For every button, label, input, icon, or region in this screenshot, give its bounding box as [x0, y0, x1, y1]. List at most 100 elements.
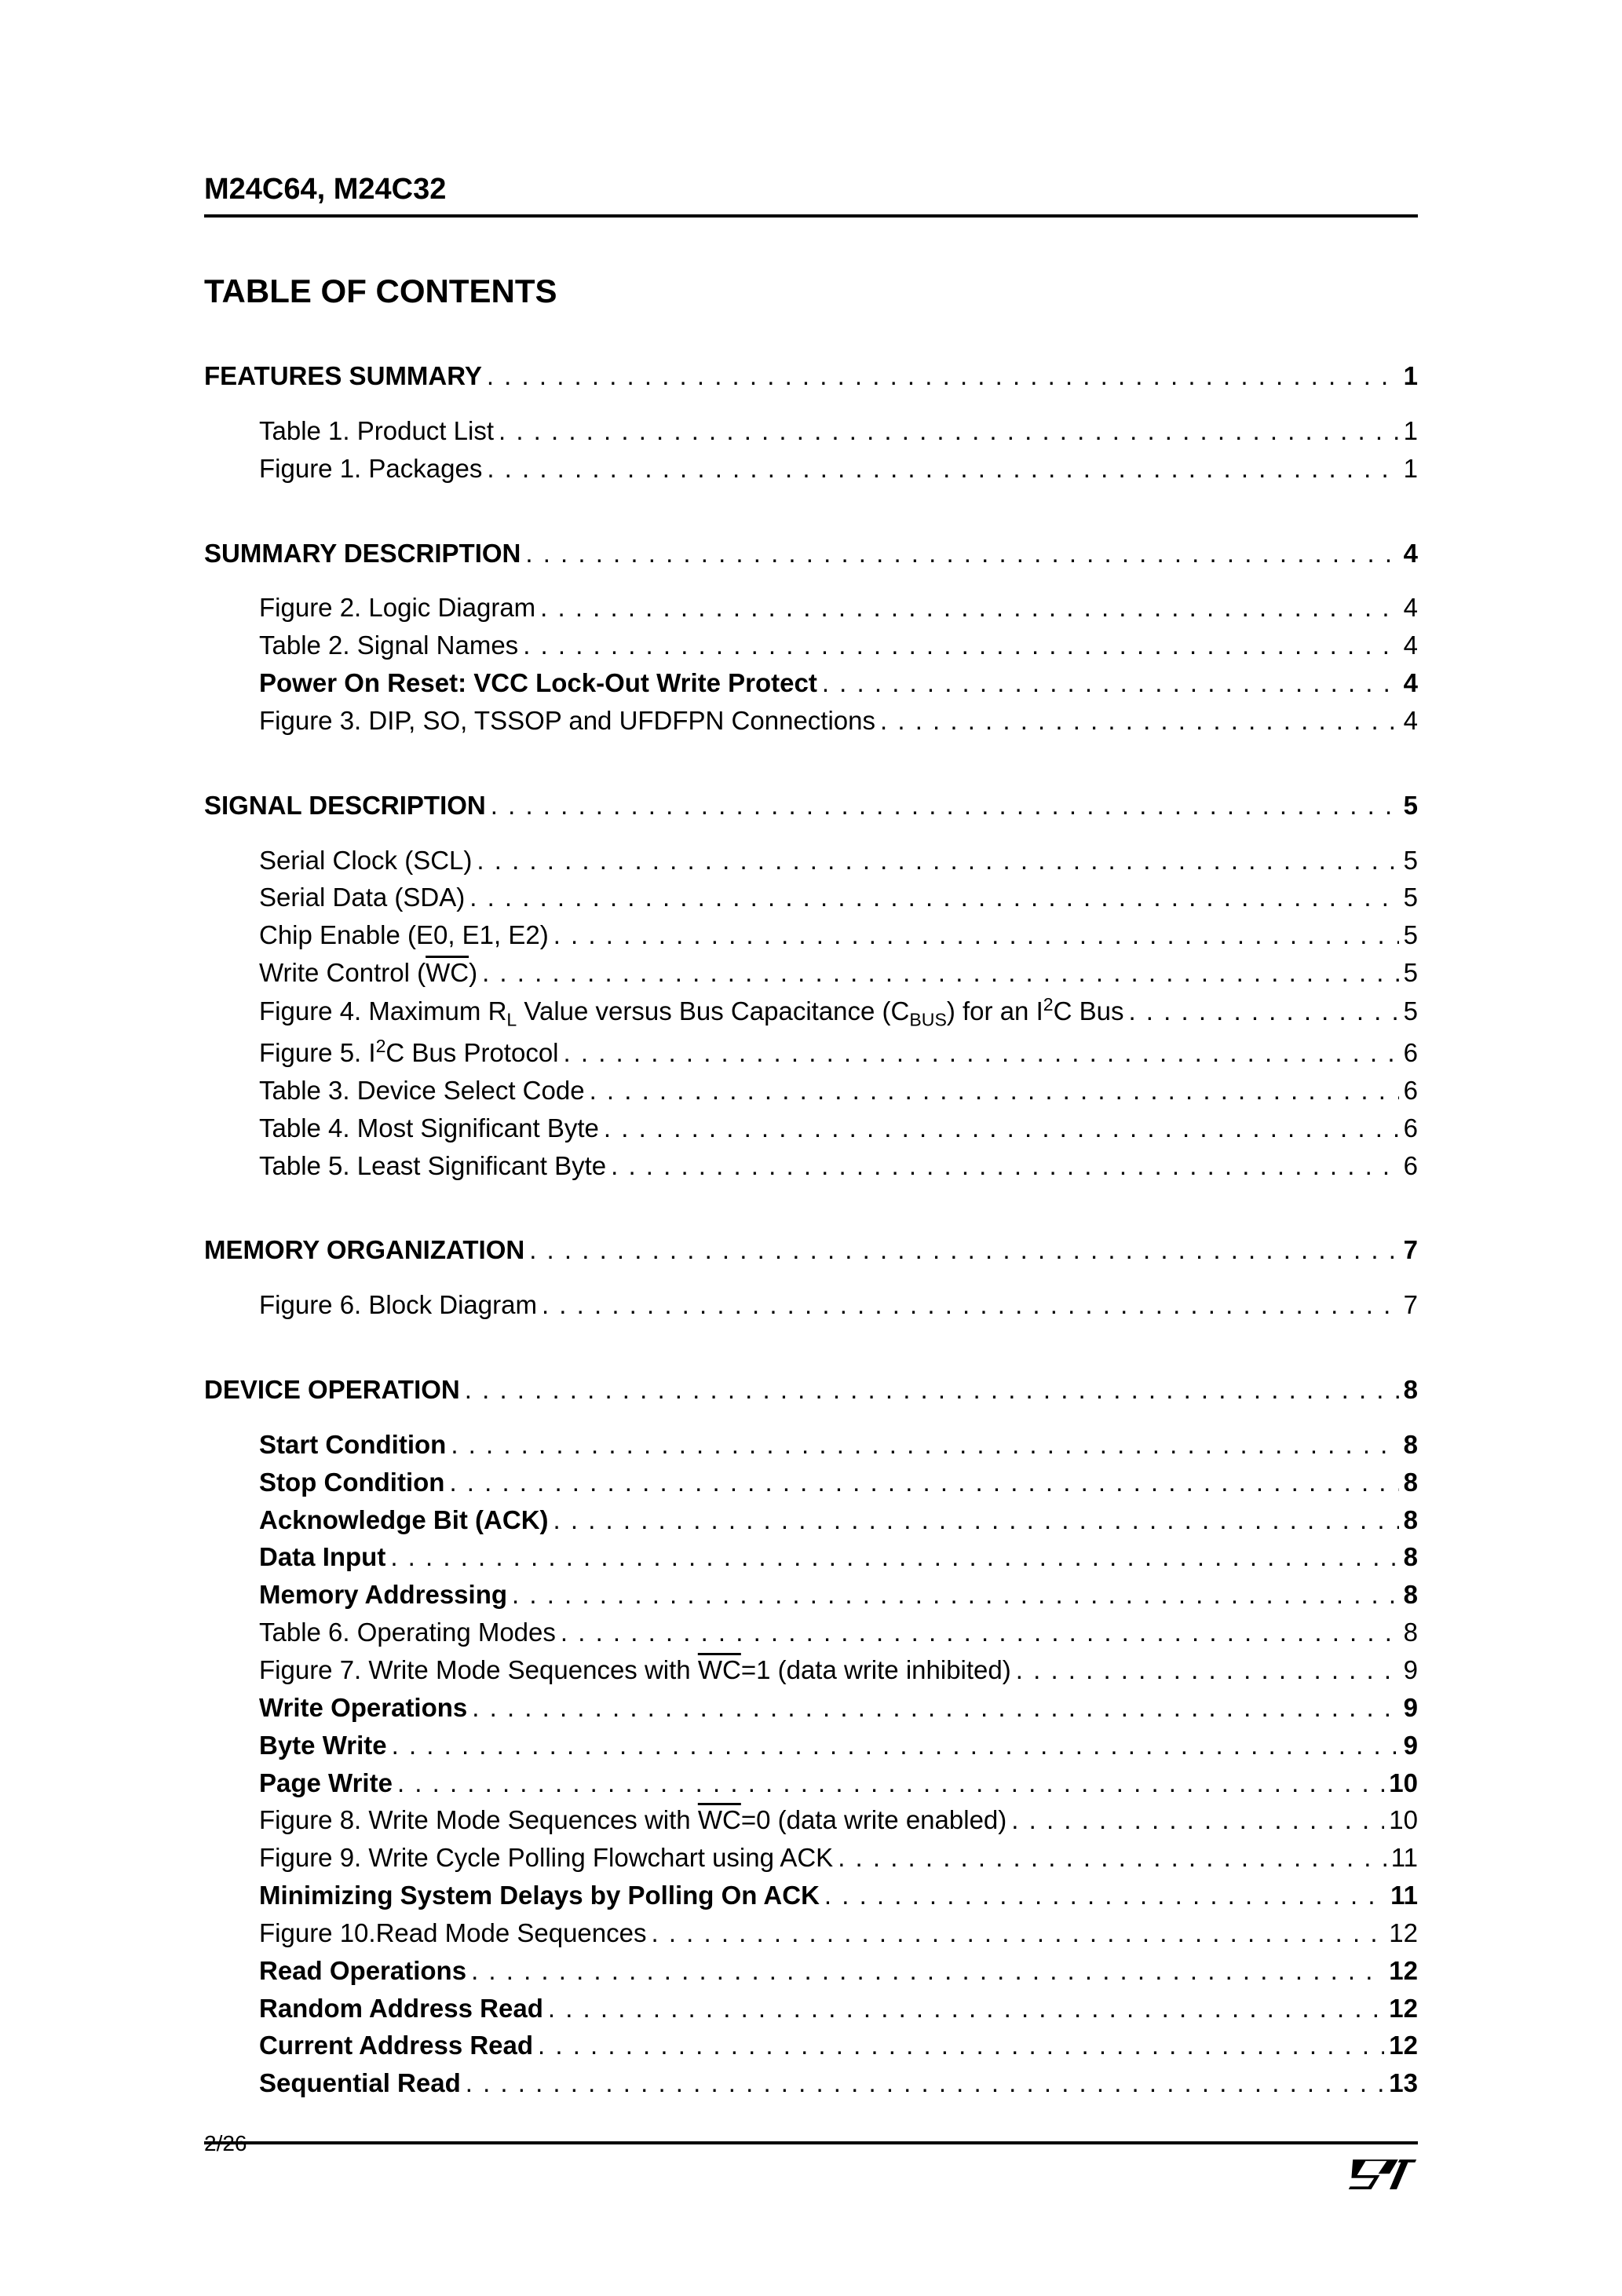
- toc-page: 6: [1404, 1072, 1418, 1110]
- toc-page: 1: [1404, 357, 1418, 395]
- toc-entry: Table 5. Least Significant Byte6: [259, 1147, 1418, 1185]
- toc-dots: [491, 787, 1399, 824]
- toc-label: Table 3. Device Select Code: [259, 1072, 585, 1110]
- toc-dots: [499, 412, 1399, 450]
- toc-label: DEVICE OPERATION: [204, 1371, 460, 1409]
- toc-dots: [822, 664, 1399, 702]
- toc-label: Table 5. Least Significant Byte: [259, 1147, 606, 1185]
- toc-dots: [487, 450, 1398, 488]
- toc-dots: [487, 357, 1399, 395]
- toc-page: 11: [1391, 1839, 1418, 1877]
- toc-dots: [465, 1371, 1399, 1409]
- toc-page: 7: [1404, 1231, 1418, 1269]
- toc-dots: [471, 1952, 1384, 1990]
- toc-label: Table 2. Signal Names: [259, 627, 518, 664]
- toc-page: 4: [1404, 627, 1418, 664]
- toc-label: Chip Enable (E0, E1, E2): [259, 916, 549, 954]
- toc-entry: Figure 1. Packages 1: [259, 450, 1418, 488]
- toc-entry: Figure 3. DIP, SO, TSSOP and UFDFPN Conn…: [259, 702, 1418, 740]
- toc-page: 5: [1404, 993, 1418, 1030]
- toc-page: 4: [1404, 535, 1418, 572]
- toc-page: 5: [1404, 916, 1418, 954]
- toc-dots: [449, 1464, 1398, 1501]
- toc-entry: Stop Condition8: [259, 1464, 1418, 1501]
- toc-dots: [523, 627, 1398, 664]
- toc-page: 1: [1404, 450, 1418, 488]
- toc-entry: Figure 8. Write Mode Sequences with WC=0…: [259, 1801, 1418, 1839]
- toc-label: Figure 2. Logic Diagram: [259, 589, 535, 627]
- toc-entry: Acknowledge Bit (ACK) 8: [259, 1501, 1418, 1539]
- toc-label: Start Condition: [259, 1426, 446, 1464]
- toc-entry: Chip Enable (E0, E1, E2) 5: [259, 916, 1418, 954]
- toc-heading: SUMMARY DESCRIPTION4: [204, 535, 1418, 572]
- toc-label: Sequential Read: [259, 2064, 461, 2102]
- toc-entry: Table 1. Product List1: [259, 412, 1418, 450]
- toc-section: SIGNAL DESCRIPTION5Serial Clock (SCL)5Se…: [204, 787, 1418, 1185]
- toc-dots: [590, 1072, 1399, 1110]
- toc-label: Figure 4. Maximum RL Value versus Bus Ca…: [259, 992, 1123, 1033]
- toc-label: MEMORY ORGANIZATION: [204, 1231, 524, 1269]
- toc-page: 8: [1404, 1614, 1418, 1651]
- toc-page: 10: [1389, 1764, 1418, 1802]
- toc-dots: [604, 1110, 1399, 1147]
- toc-entry: Power On Reset: VCC Lock-Out Write Prote…: [259, 664, 1418, 702]
- toc-label: Serial Clock (SCL): [259, 842, 472, 879]
- toc-dots: [525, 535, 1398, 572]
- toc-container: FEATURES SUMMARY1Table 1. Product List1F…: [204, 357, 1418, 2102]
- toc-label: Write Operations: [259, 1689, 467, 1727]
- toc-entry: Figure 4. Maximum RL Value versus Bus Ca…: [259, 992, 1418, 1033]
- toc-entry: Table 2. Signal Names 4: [259, 627, 1418, 664]
- toc-entry: Figure 5. I2C Bus Protocol6: [259, 1033, 1418, 1072]
- toc-label: Page Write: [259, 1764, 393, 1802]
- toc-entry: Serial Data (SDA)5: [259, 879, 1418, 916]
- toc-label: Byte Write: [259, 1727, 387, 1764]
- toc-heading: MEMORY ORGANIZATION 7: [204, 1231, 1418, 1269]
- toc-dots: [548, 1990, 1384, 2027]
- toc-page: 12: [1389, 1990, 1418, 2027]
- toc-dots: [466, 2064, 1385, 2102]
- toc-dots: [553, 916, 1399, 954]
- toc-label: Figure 1. Packages: [259, 450, 482, 488]
- toc-page: 8: [1404, 1576, 1418, 1614]
- toc-page: 8: [1404, 1501, 1418, 1539]
- toc-entry: Byte Write9: [259, 1727, 1418, 1764]
- toc-entry: Figure 10.Read Mode Sequences12: [259, 1914, 1418, 1952]
- toc-label: Acknowledge Bit (ACK): [259, 1501, 549, 1539]
- toc-entry: Table 6. Operating Modes 8: [259, 1614, 1418, 1651]
- toc-entry: Data Input8: [259, 1538, 1418, 1576]
- toc-label: Random Address Read: [259, 1990, 543, 2027]
- toc-page: 8: [1404, 1538, 1418, 1576]
- toc-page: 5: [1404, 954, 1418, 992]
- toc-entry: Read Operations12: [259, 1952, 1418, 1990]
- toc-dots: [477, 842, 1398, 879]
- toc-page: 4: [1404, 589, 1418, 627]
- toc-page: 9: [1404, 1651, 1418, 1689]
- page: M24C64, M24C32 TABLE OF CONTENTS FEATURE…: [0, 0, 1622, 2296]
- toc-page: 8: [1404, 1426, 1418, 1464]
- toc-label: Figure 3. DIP, SO, TSSOP and UFDFPN Conn…: [259, 702, 875, 740]
- toc-dots: [542, 1286, 1399, 1324]
- toc-page: 9: [1404, 1689, 1418, 1727]
- toc-entry: Table 4. Most Significant Byte6: [259, 1110, 1418, 1147]
- toc-label: Serial Data (SDA): [259, 879, 465, 916]
- toc-entry: Random Address Read 12: [259, 1990, 1418, 2027]
- toc-page: 8: [1404, 1371, 1418, 1409]
- toc-dots: [553, 1501, 1399, 1539]
- toc-dots: [451, 1426, 1398, 1464]
- toc-entry: Page Write 10: [259, 1764, 1418, 1802]
- toc-section: MEMORY ORGANIZATION7Figure 6. Block Diag…: [204, 1231, 1418, 1324]
- toc-page: 5: [1404, 842, 1418, 879]
- st-logo: [1347, 2151, 1418, 2194]
- toc-label: SIGNAL DESCRIPTION: [204, 787, 486, 824]
- toc-label: Power On Reset: VCC Lock-Out Write Prote…: [259, 664, 817, 702]
- toc-page: 13: [1389, 2064, 1418, 2102]
- toc-page: 6: [1404, 1034, 1418, 1072]
- toc-dots: [838, 1839, 1386, 1877]
- toc-dots: [392, 1727, 1399, 1764]
- toc-page: 12: [1389, 1952, 1418, 1990]
- toc-page: 7: [1404, 1286, 1418, 1324]
- toc-label: Table 6. Operating Modes: [259, 1614, 556, 1651]
- toc-page: 12: [1389, 1914, 1418, 1952]
- toc-page: 11: [1390, 1877, 1418, 1914]
- toc-page: 4: [1404, 702, 1418, 740]
